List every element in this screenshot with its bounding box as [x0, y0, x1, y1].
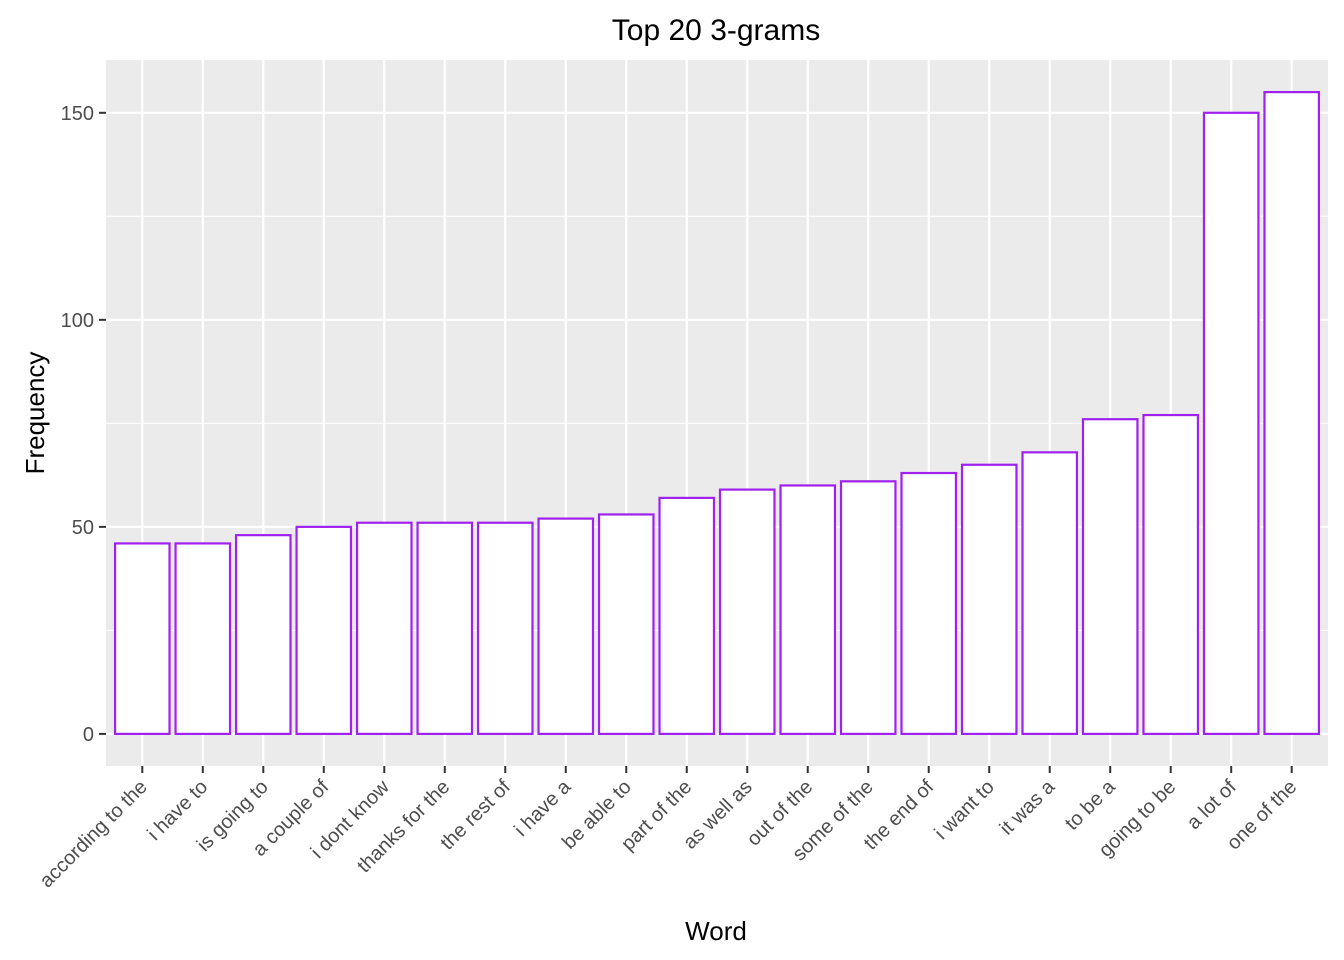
- bar: [174, 542, 232, 736]
- bar: [355, 521, 413, 736]
- bar: [1021, 451, 1079, 736]
- bar: [1263, 90, 1321, 736]
- bar: [234, 534, 292, 736]
- y-tick-label: 100: [61, 310, 94, 332]
- x-tick-label: to be a: [1061, 775, 1120, 834]
- x-tick-label: i want to: [931, 776, 999, 844]
- bar: [658, 496, 716, 736]
- bar: [900, 471, 958, 736]
- x-tick-label: it was a: [996, 775, 1060, 839]
- x-tick-label: according to the: [36, 776, 152, 892]
- bar: [1142, 413, 1200, 736]
- y-axis-title: Frequency: [20, 352, 50, 475]
- bar: [839, 480, 897, 736]
- bar: [113, 542, 171, 736]
- bar: [779, 484, 837, 736]
- bars: [113, 90, 1321, 736]
- bar: [1081, 418, 1139, 736]
- x-axis-title: Word: [685, 916, 747, 946]
- y-tick-label: 50: [72, 517, 94, 539]
- x-tick-label: a lot of: [1183, 776, 1241, 834]
- bar: [476, 521, 534, 736]
- y-tick-label: 0: [83, 724, 94, 746]
- bar: [416, 521, 474, 736]
- bar: [960, 463, 1018, 736]
- bar: [1202, 111, 1260, 736]
- bar: [718, 488, 776, 736]
- bar: [295, 525, 353, 736]
- bar: [537, 517, 595, 736]
- chart-title: Top 20 3-grams: [612, 14, 820, 47]
- y-tick-label: 150: [61, 103, 94, 125]
- bar: [597, 513, 655, 736]
- y-axis: 0 50 100 150: [61, 103, 106, 746]
